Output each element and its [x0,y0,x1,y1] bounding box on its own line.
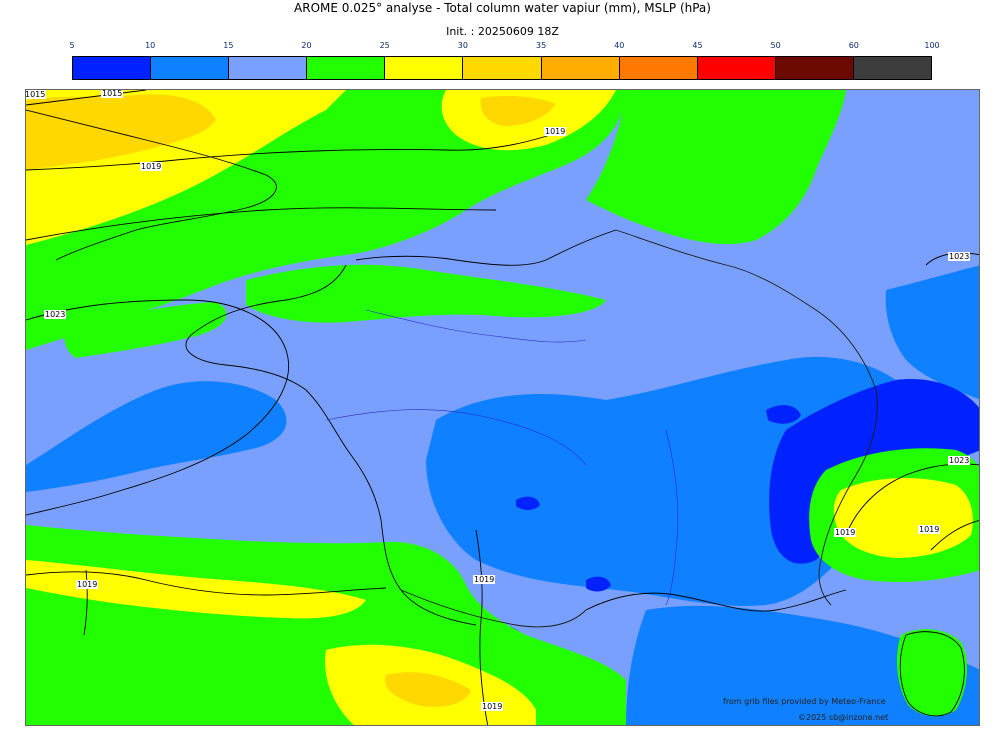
field-gold-nw [26,94,216,170]
coastline-channel [355,229,617,266]
field-green-corsica [896,629,968,717]
colorbar-tick: 60 [848,41,859,50]
init-time: Init. : 20250609 18Z [446,25,559,38]
field-deepblue-cell [586,576,611,592]
isobar-line [83,569,88,636]
colorbar-segment [307,57,386,79]
river-loire [325,409,587,466]
isobar-line [475,529,489,725]
field-gold-spain [384,672,471,707]
colorbar-tick: 35 [536,41,547,50]
colorbar-tick: 5 [69,41,75,50]
source-credit: from grib files provided by Meteo-France [723,697,886,706]
colorbar-tick: 20 [301,41,312,50]
colorbar-segment [697,57,776,79]
map-title: AROME 0.025° analyse - Total column wate… [294,1,711,15]
field-midblue-east [885,265,979,400]
isobar-label: 1019 [76,580,99,589]
isobar-label: 1023 [44,310,67,319]
copyright-credit: ©2025 sb@inzone.net [798,713,889,722]
field-midblue-med [626,605,979,725]
isobar-label: 1019 [834,528,857,537]
field-green-mid [246,264,606,323]
field-green-ne [586,90,846,245]
colorbar-tick: 15 [223,41,234,50]
water-vapour-field [26,90,979,725]
colorbar-segment [775,57,854,79]
colorbar-segment [151,57,230,79]
isobar-line [26,207,497,241]
isobar-label: 1015 [101,89,124,98]
field-yellow-italy [833,478,973,558]
colorbar-tick: 25 [379,41,390,50]
coastline-england [26,109,277,261]
colorbar-tick: 40 [614,41,625,50]
isobar-line [930,520,979,551]
colorbar-segment [73,57,152,79]
border-spain [400,589,587,628]
isobar-line [26,90,147,106]
weather-map: 1015 1019 1019 1023 1023 1023 1019 1019 … [25,89,980,726]
coastline-iberia-north [26,571,387,596]
field-deepblue-cell [766,405,801,424]
colorbar-segment [541,57,620,79]
isobar-label: 1019 [544,127,567,136]
colorbar-tick: 100 [924,41,940,50]
isobar-label: 1019 [140,162,163,171]
coastline-med [585,589,847,612]
isobar-line [26,129,567,171]
isobar-label: 1019 [918,525,941,534]
coastline-corsica [899,631,965,717]
field-yellow-south [26,560,366,619]
colorbar-ticks: 5 10 15 20 25 30 35 40 45 50 60 100 [69,41,939,53]
colorbar-segment [385,57,464,79]
field-green-brittany [64,302,227,358]
colorbar-segment [463,57,542,79]
isobar-label: 1023 [948,252,971,261]
field-deepblue-cell [516,496,540,510]
border-france-east [615,229,878,606]
isobar-label: 1019 [473,575,496,584]
colorbar-tick: 10 [145,41,156,50]
isobar-label: 1015 [25,90,47,99]
field-midblue-bay [26,381,287,492]
isobar-line [26,299,290,516]
river-rhone [665,429,679,606]
field-green-north [26,90,626,350]
colorbar-tick: 30 [457,41,468,50]
river-seine [365,309,587,343]
isobar-label: 1023 [948,456,971,465]
colorbar-segment [229,57,308,79]
colorbar-segment [619,57,698,79]
isobar-line [925,252,979,266]
colorbar-tick: 50 [770,41,781,50]
colorbar-segment [853,57,932,79]
colorbar [72,56,932,80]
field-gold-channel [480,96,556,126]
isobar-label: 1019 [481,702,504,711]
colorbar-tick: 45 [692,41,703,50]
coastline-france-west [185,264,477,626]
